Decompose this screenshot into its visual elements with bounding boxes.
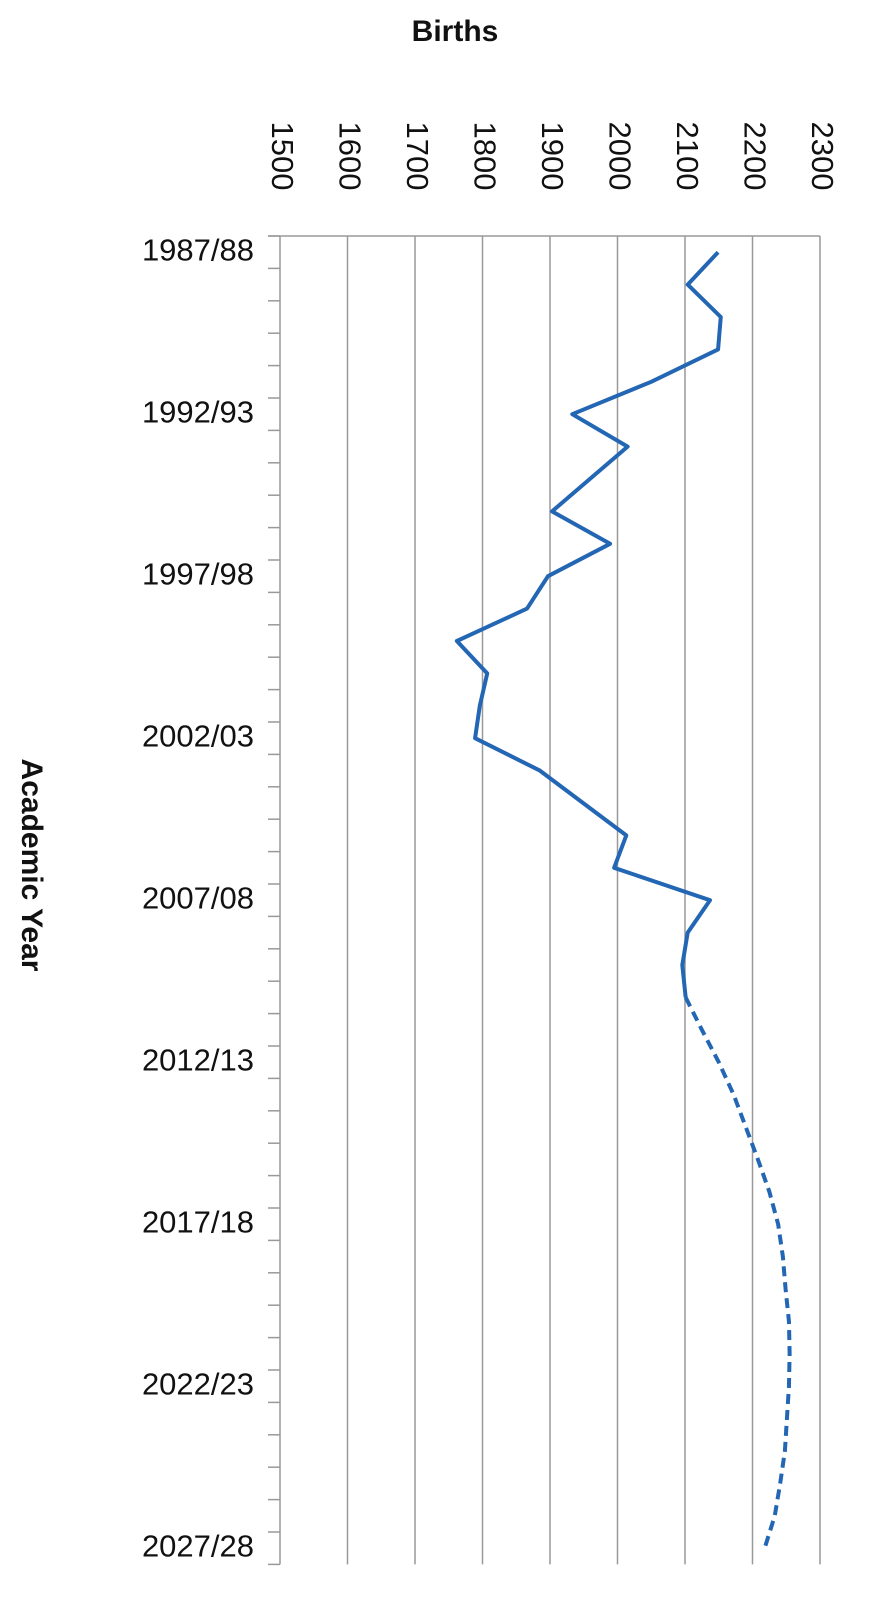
y-tick-label: 2007/08 bbox=[142, 880, 254, 915]
y-tick-label: 1987/88 bbox=[142, 232, 254, 267]
y-tick-label: 2017/18 bbox=[142, 1204, 254, 1239]
y-tick-label: 2027/28 bbox=[142, 1528, 254, 1563]
x-tick-label: 1700 bbox=[400, 122, 435, 191]
x-tick-label: 2200 bbox=[737, 122, 772, 191]
y-tick-label: 1992/93 bbox=[142, 394, 254, 429]
x-tick-label: 1800 bbox=[467, 122, 502, 191]
x-tick-label: 2300 bbox=[805, 122, 840, 191]
y-axis-title: Academic Year bbox=[15, 759, 48, 972]
y-tick-label: 1997/98 bbox=[142, 556, 254, 591]
y-tick-label: 2002/03 bbox=[142, 718, 254, 753]
y-tick-label: 2012/13 bbox=[142, 1042, 254, 1077]
x-tick-label: 2100 bbox=[670, 122, 705, 191]
data-line bbox=[454, 250, 723, 998]
x-tick-label: 2000 bbox=[602, 122, 637, 191]
x-tick-label: 1900 bbox=[535, 122, 570, 191]
x-tick-label: 1600 bbox=[332, 122, 367, 191]
data-line bbox=[683, 996, 792, 1549]
y-tick-label: 2022/23 bbox=[142, 1366, 254, 1401]
x-axis-title: Births bbox=[412, 15, 499, 48]
x-tick-label: 1500 bbox=[265, 122, 300, 191]
